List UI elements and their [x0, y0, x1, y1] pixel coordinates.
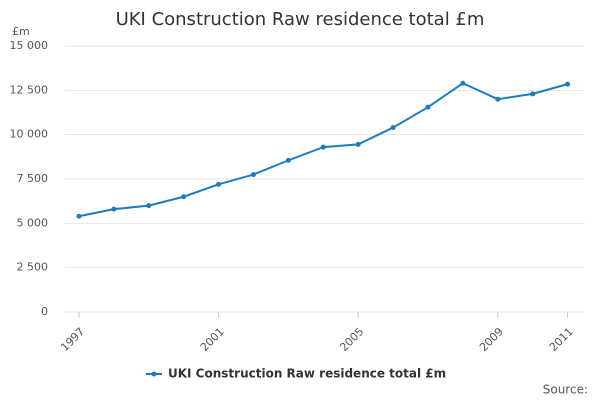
point — [530, 91, 536, 97]
point — [216, 181, 222, 187]
point — [250, 172, 256, 178]
legend-swatch-marker — [151, 371, 157, 377]
x-tick-label: 2009 — [477, 325, 506, 354]
legend-label: UKI Construction Raw residence total £m — [168, 367, 446, 381]
point — [460, 80, 466, 86]
point — [390, 125, 396, 131]
point — [425, 104, 431, 110]
y-tick-label: 12 500 — [10, 83, 49, 96]
y-tick-label: 5 000 — [17, 216, 49, 229]
x-tick-label: 1997 — [58, 325, 87, 354]
point — [76, 213, 82, 219]
x-tick-label: 2011 — [547, 325, 576, 354]
y-tick-label: 2 500 — [17, 261, 49, 274]
point — [355, 141, 361, 147]
point — [111, 206, 117, 212]
point — [565, 81, 571, 87]
source: Source: — [543, 383, 588, 397]
x-tick-label: 2001 — [198, 325, 227, 354]
chart-title: UKI Construction Raw residence total £m — [116, 9, 485, 30]
point — [146, 203, 152, 209]
point — [320, 144, 326, 150]
y-tick-label: 0 — [41, 305, 48, 318]
y-tick-label: 7 500 — [17, 172, 49, 185]
y-tick-label: 15 000 — [10, 39, 49, 52]
point — [285, 157, 291, 163]
y-axis-label: £m — [12, 25, 30, 38]
x-tick-label: 2005 — [337, 325, 366, 354]
point — [181, 194, 187, 200]
y-tick-label: 10 000 — [10, 128, 49, 141]
point — [495, 96, 501, 102]
series-line — [78, 82, 568, 218]
